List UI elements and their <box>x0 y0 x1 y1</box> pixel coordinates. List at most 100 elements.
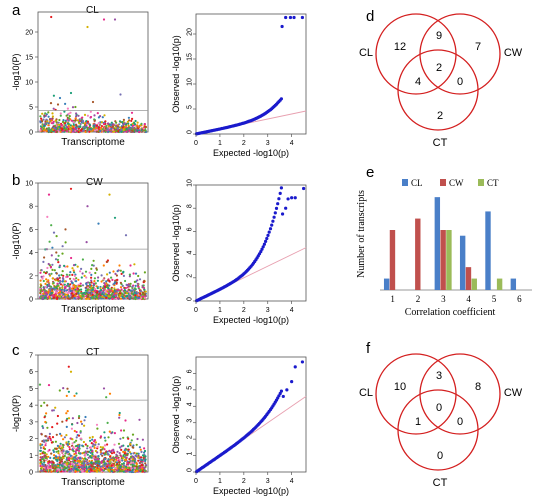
manhattan-point <box>104 127 107 130</box>
manhattan-point <box>126 120 129 123</box>
manhattan-point <box>62 119 65 122</box>
manhattan-point <box>100 125 103 128</box>
manhattan-point <box>44 114 47 117</box>
manhattan-point <box>137 274 140 278</box>
manhattan-point <box>120 130 123 133</box>
legend-swatch <box>478 179 484 186</box>
bar-cl <box>485 211 491 290</box>
manhattan-point <box>93 123 96 126</box>
manhattan-point <box>102 128 105 131</box>
manhattan-point <box>129 264 132 267</box>
y-axis-label: -log10(P) <box>11 53 21 90</box>
manhattan-point <box>130 111 134 114</box>
manhattan-point <box>95 127 98 130</box>
x-tick-label: 3 <box>441 294 446 304</box>
manhattan-point <box>61 245 64 248</box>
manhattan-point <box>75 112 78 115</box>
manhattan-point <box>112 123 115 126</box>
manhattan-point <box>131 126 134 129</box>
manhattan-point <box>47 122 50 125</box>
manhattan-point <box>50 128 53 131</box>
bar-cl <box>434 197 441 290</box>
manhattan-point <box>64 102 67 105</box>
y-tick-label: 0 <box>29 130 33 137</box>
manhattan-point <box>44 112 47 115</box>
manhattan-point <box>88 123 91 126</box>
manhattan-point <box>52 94 56 97</box>
manhattan-point <box>106 273 109 276</box>
manhattan-point <box>88 283 91 286</box>
x-tick-label: 6 <box>517 294 522 304</box>
manhattan-point <box>99 129 102 132</box>
manhattan-point <box>47 129 50 132</box>
manhattan-point <box>107 122 110 125</box>
manhattan-point <box>97 121 100 125</box>
x-tick-label: 2 <box>416 294 421 304</box>
manhattan-point <box>39 115 42 118</box>
manhattan-point <box>66 130 69 133</box>
manhattan-point <box>115 129 118 133</box>
manhattan-point <box>86 128 89 131</box>
manhattan-point <box>77 127 80 130</box>
manhattan-point <box>122 118 125 121</box>
manhattan-point <box>103 129 106 132</box>
manhattan-point <box>133 263 136 266</box>
manhattan-point <box>121 284 124 287</box>
y-tick-label: 10 <box>25 80 33 87</box>
manhattan-point <box>109 130 113 133</box>
manhattan-point <box>58 96 62 100</box>
manhattan-point <box>45 129 48 132</box>
manhattan-point <box>119 126 122 129</box>
manhattan-point <box>47 127 50 130</box>
bar-cw <box>415 218 421 290</box>
manhattan-point <box>95 124 98 127</box>
manhattan-point <box>134 123 137 126</box>
manhattan-point <box>124 128 127 132</box>
manhattan-point <box>83 113 87 116</box>
manhattan-point <box>76 119 79 122</box>
manhattan-point <box>67 124 70 127</box>
x-tick-label: 4 <box>466 294 471 304</box>
manhattan-point <box>50 15 53 19</box>
manhattan-point <box>72 130 75 133</box>
manhattan-point <box>58 264 62 267</box>
manhattan-point <box>115 124 118 127</box>
manhattan-point <box>136 121 139 124</box>
manhattan-point <box>74 117 77 120</box>
manhattan-point <box>122 128 125 132</box>
manhattan-point <box>93 119 96 122</box>
panel-b-letter: b <box>12 172 21 189</box>
manhattan-point <box>90 267 93 270</box>
manhattan-point <box>131 117 134 120</box>
manhattan-point <box>68 115 71 118</box>
manhattan-point <box>103 122 106 125</box>
manhattan-point <box>96 112 99 115</box>
manhattan-point <box>81 119 84 122</box>
manhattan-point <box>69 91 73 95</box>
manhattan-point <box>134 119 137 123</box>
manhattan-point <box>59 114 62 117</box>
manhattan-point <box>70 119 73 122</box>
manhattan-point <box>55 130 58 133</box>
manhattan-point <box>39 129 42 132</box>
manhattan-point <box>113 18 117 21</box>
manhattan-point <box>106 128 109 131</box>
manhattan-point <box>40 117 43 120</box>
manhattan-point <box>41 112 44 115</box>
manhattan-point <box>95 285 98 288</box>
manhattan-point <box>79 125 82 128</box>
y-tick-label: 20 <box>25 30 33 37</box>
manhattan-point <box>61 120 65 124</box>
manhattan-point <box>95 128 99 131</box>
manhattan-point <box>89 127 92 130</box>
manhattan-point <box>108 271 111 274</box>
manhattan-point <box>69 111 72 114</box>
panel-b-title: CW <box>86 177 103 188</box>
manhattan-point <box>49 130 52 133</box>
manhattan-point <box>59 112 62 115</box>
bar-ct <box>496 278 503 290</box>
bar-cw <box>440 230 446 290</box>
manhattan-point <box>65 125 68 129</box>
